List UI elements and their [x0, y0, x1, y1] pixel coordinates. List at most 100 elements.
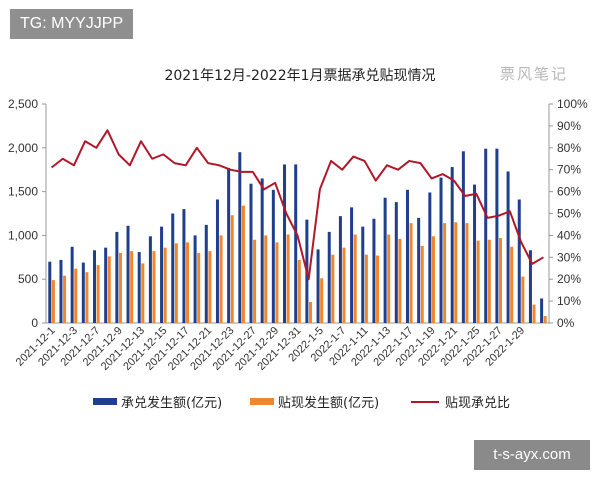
- discount-bar: [364, 254, 368, 323]
- acceptance-bar: [126, 225, 130, 323]
- legend-discount-swatch: [250, 398, 274, 405]
- bars-group: [48, 148, 547, 323]
- discount-bar: [163, 247, 167, 323]
- discount-bar: [208, 251, 212, 323]
- acceptance-bar: [260, 178, 264, 323]
- acceptance-bar: [528, 250, 532, 323]
- discount-bar: [431, 236, 435, 323]
- acceptance-bar: [394, 202, 398, 323]
- legend-ratio-label: 贴现承兑比: [445, 396, 510, 411]
- acceptance-bar: [495, 148, 499, 323]
- discount-bar: [107, 256, 111, 323]
- discount-bar: [543, 315, 547, 323]
- acceptance-bar: [428, 192, 432, 323]
- discount-bar: [476, 240, 480, 323]
- discount-bar: [197, 252, 201, 323]
- acceptance-bar: [506, 171, 510, 323]
- acceptance-bar: [81, 262, 85, 323]
- discount-bar: [532, 304, 536, 323]
- discount-bar: [465, 223, 469, 323]
- discount-bar: [141, 263, 145, 323]
- acceptance-bar: [93, 250, 96, 323]
- right-tick-label: 70%: [557, 163, 581, 177]
- acceptance-bar: [383, 197, 387, 323]
- acceptance-bar: [283, 164, 287, 323]
- discount-bar: [510, 246, 514, 323]
- acceptance-bar: [59, 259, 63, 323]
- discount-bar: [420, 245, 424, 323]
- discount-bar: [387, 234, 391, 323]
- acceptance-bar: [327, 231, 331, 323]
- acceptance-bar: [361, 226, 365, 323]
- right-tick-label: 90%: [557, 119, 581, 133]
- discount-bar: [454, 222, 458, 323]
- discount-bar: [320, 278, 324, 323]
- left-tick-label: 0: [31, 316, 38, 330]
- discount-bar: [376, 255, 380, 323]
- acceptance-bar: [417, 217, 421, 323]
- left-tick-label: 1,000: [8, 228, 38, 242]
- left-tick-label: 500: [18, 272, 38, 286]
- legend-acceptance-label: 承兑发生额(亿元): [121, 395, 222, 411]
- discount-bar: [286, 234, 290, 323]
- acceptance-bar: [193, 235, 197, 323]
- acceptance-bar: [338, 216, 342, 323]
- acceptance-bar: [238, 152, 242, 323]
- discount-bar: [118, 252, 122, 323]
- discount-bar: [96, 265, 100, 323]
- right-tick-label: 30%: [557, 250, 581, 264]
- acceptance-bar: [372, 218, 376, 323]
- acceptance-bar: [48, 261, 52, 323]
- discount-bar: [264, 235, 268, 323]
- discount-bar: [275, 242, 279, 323]
- discount-bar: [174, 243, 178, 323]
- discount-bar: [297, 259, 301, 323]
- discount-bar: [331, 254, 335, 323]
- acceptance-bar: [115, 231, 119, 323]
- acceptance-bar: [517, 199, 521, 323]
- discount-bar: [308, 301, 312, 323]
- watermark-top-left: TG: MYYJJPP: [10, 9, 134, 39]
- right-tick-label: 20%: [557, 272, 581, 286]
- discount-bar: [63, 275, 67, 323]
- right-tick-label: 50%: [557, 207, 581, 221]
- left-tick-label: 2,500: [8, 97, 38, 111]
- acceptance-bar: [204, 224, 208, 323]
- acceptance-bar: [294, 164, 298, 323]
- discount-bar: [85, 272, 89, 323]
- right-tick-label: 40%: [557, 228, 581, 242]
- discount-bar: [241, 205, 245, 323]
- acceptance-bar: [148, 236, 152, 323]
- acceptance-bar: [182, 209, 186, 323]
- acceptance-bar: [249, 183, 253, 323]
- discount-bar: [342, 247, 346, 323]
- discount-bar: [186, 242, 190, 323]
- acceptance-bar: [137, 252, 141, 323]
- acceptance-bar: [540, 298, 544, 323]
- acceptance-bar: [439, 177, 443, 323]
- left-tick-label: 2,000: [8, 141, 38, 155]
- right-tick-label: 10%: [557, 294, 581, 308]
- acceptance-bar: [171, 213, 175, 323]
- discount-bar: [230, 215, 234, 323]
- discount-bar: [443, 223, 447, 323]
- discount-bar: [253, 239, 257, 323]
- acceptance-bar: [227, 167, 231, 323]
- legend-acceptance-swatch: [93, 398, 117, 405]
- acceptance-bar: [70, 246, 74, 323]
- acceptance-bar: [104, 247, 108, 323]
- acceptance-bar: [271, 189, 275, 323]
- legend-group: 承兑发生额(亿元) 贴现发生额(亿元) 贴现承兑比: [93, 395, 510, 411]
- acceptance-bar: [350, 207, 354, 323]
- logo-signature: 票风笔记: [500, 65, 569, 83]
- discount-bar: [51, 280, 55, 323]
- right-tick-label: 100%: [557, 97, 588, 111]
- acceptance-bar: [450, 167, 454, 323]
- acceptance-bar: [473, 184, 477, 323]
- discount-bar: [130, 251, 134, 323]
- acceptance-bar: [484, 148, 488, 323]
- discount-bar: [353, 234, 357, 323]
- acceptance-bar: [215, 199, 219, 323]
- discount-bar: [219, 235, 223, 323]
